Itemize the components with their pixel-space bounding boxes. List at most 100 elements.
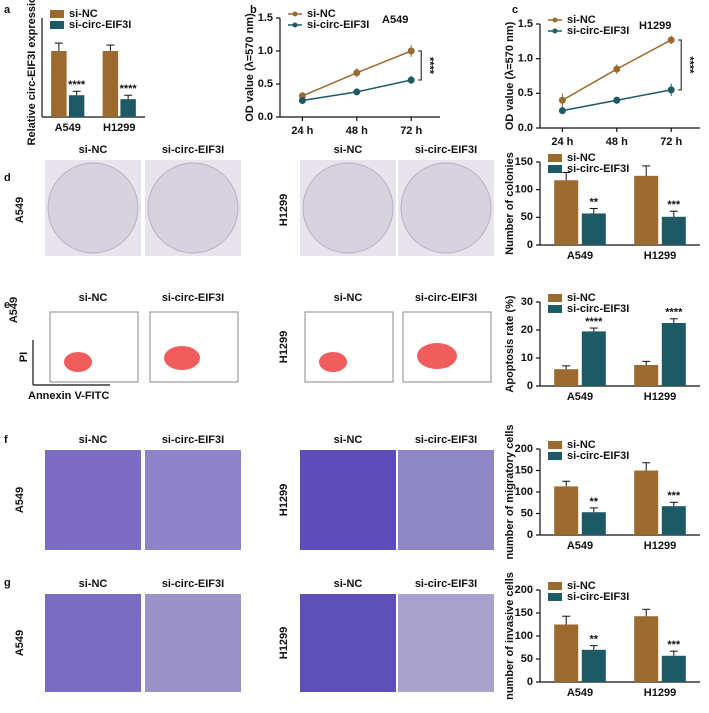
point [407,76,415,84]
legend-label: si-NC [69,8,98,20]
y-tick-label: 0 [527,239,533,251]
group-label: si-NC [334,578,363,590]
micrograph [145,594,241,692]
row-label: H1299 [278,484,290,516]
bar [634,175,659,245]
y-tick-label: 0 [527,380,533,392]
significance: **** [423,57,435,75]
y-axis-label: Relative circ-EIF3I expression [26,0,38,145]
legend-swatch [548,582,562,590]
point [667,36,675,44]
x-tick-label: A549 [567,540,593,552]
dish [302,162,394,254]
bar [120,99,136,117]
dish [400,162,492,254]
row-label: A549 [8,297,20,323]
x-tick-label: 72 h [660,136,682,148]
y-tick-label: 150 [515,607,533,619]
panel-letter: f [4,434,8,446]
y-axis-label: OD value (λ=570 nm) [504,21,516,130]
flow-cluster [64,352,92,372]
significance: **** [585,316,603,328]
group-label: si-circ-EIF3I [415,578,477,590]
significance: *** [667,490,681,502]
bar [554,180,579,245]
x-tick-label: H1299 [644,391,676,403]
y-tick-label: 50 [521,653,533,665]
y-tick-label: 10 [521,352,533,364]
group-label: si-circ-EIF3I [415,292,477,304]
legend-label: si-circ-EIF3I [567,303,629,315]
flow-plot [49,311,139,383]
point [407,47,415,55]
legend-label: si-circ-EIF3I [69,19,131,31]
x-tick-label: 72 h [400,125,422,137]
bar [554,486,579,535]
legend-label: si-circ-EIF3I [567,450,629,462]
y-tick-label: 0.0 [258,111,273,123]
x-tick-label: A549 [55,122,81,134]
micrograph [398,594,494,692]
panel-letter: e [4,299,10,311]
legend-swatch [552,17,558,23]
row-label: A549 [14,487,26,513]
legend-swatch [548,441,562,449]
image-placeholders [32,160,494,692]
legend-swatch [50,21,64,29]
bar [634,365,659,386]
bar [554,624,579,682]
significance: ** [590,196,599,208]
bar [581,331,606,386]
group-label: si-NC [334,144,363,156]
axis-label: Annexin V-FITC [28,390,109,402]
bar [661,506,686,535]
bracket [678,39,682,91]
legend-swatch [548,452,562,460]
group-label: si-circ-EIF3I [162,144,224,156]
bar [581,213,606,245]
significance: **** [683,56,695,74]
legend-label: si-circ-EIF3I [567,25,629,37]
y-tick-label: 50 [521,507,533,519]
y-tick-label: 20 [521,324,533,336]
significance: **** [68,79,86,91]
micrograph [300,594,396,692]
y-tick-label: 1.0 [518,53,533,65]
y-axis-label: Number of colonies [504,152,516,255]
x-tick-label: A549 [567,250,593,262]
group-label: si-NC [79,144,108,156]
significance: *** [667,639,681,651]
group-label: si-NC [334,292,363,304]
legend-swatch [548,165,562,173]
panel-letter: c [512,4,518,16]
significance: **** [665,307,683,319]
flow-cluster [164,346,200,370]
panel-letter: b [250,4,257,16]
bar [661,323,686,386]
flow-cluster [319,352,347,372]
row-label: H1299 [278,627,290,659]
legend-label: si-NC [567,292,596,304]
flow-cluster [417,343,457,369]
row-label: A549 [14,630,26,656]
bracket [418,50,422,81]
y-tick-label: 1.5 [518,18,533,30]
y-tick-label: 100 [515,630,533,642]
point [613,96,621,104]
point [353,88,361,96]
significance: ** [590,634,599,646]
x-tick-label: H1299 [644,250,676,262]
row-label: H1299 [278,194,290,226]
y-tick-label: 100 [515,486,533,498]
labels: a b c d e f g si-NC si-circ-EIF3I si-NC … [4,4,518,659]
point [558,107,566,115]
group-label: si-circ-EIF3I [415,144,477,156]
bar [661,216,686,245]
group-label: si-NC [79,292,108,304]
row-label: H1299 [278,331,290,363]
micrograph [398,450,494,550]
panel-letter: d [4,172,11,184]
legend-swatch [548,305,562,313]
legend-label: si-NC [567,439,596,451]
legend-swatch [292,22,298,28]
